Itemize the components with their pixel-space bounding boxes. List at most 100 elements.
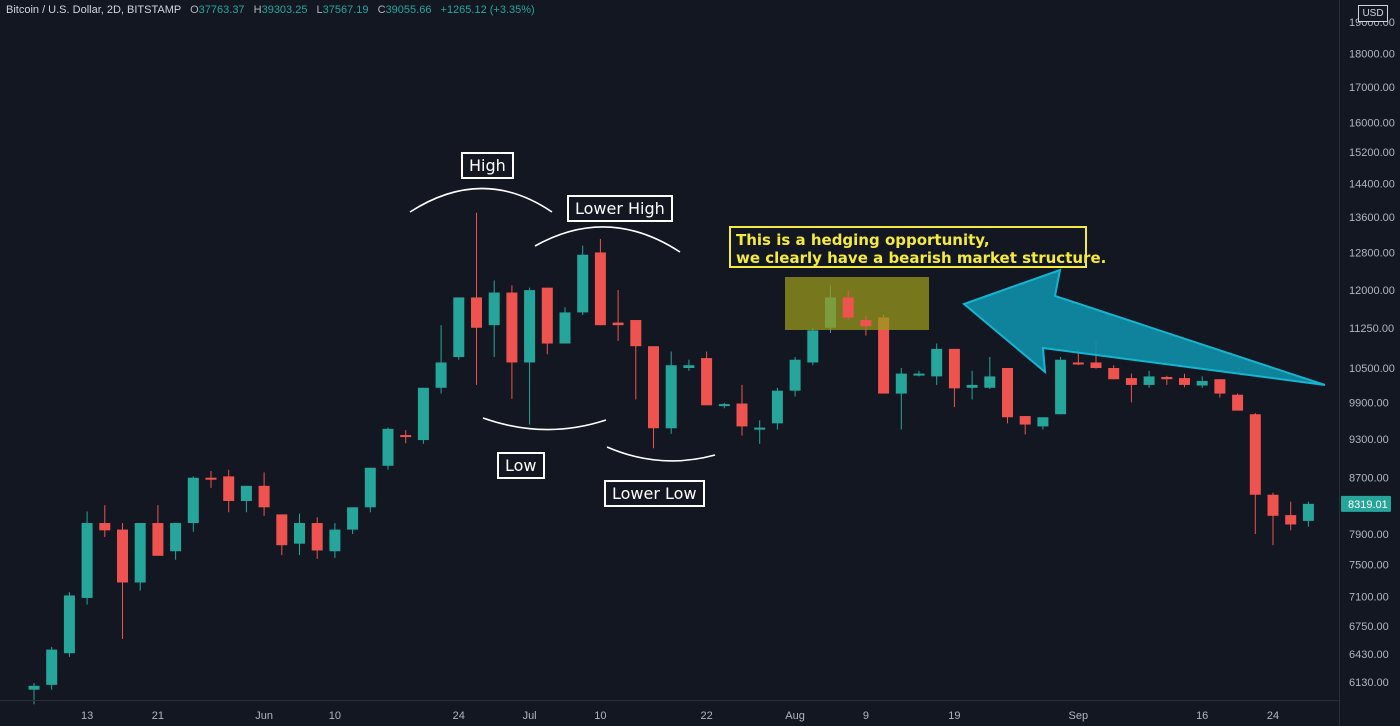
price-tick-label: 7100.00 xyxy=(1349,591,1389,603)
price-tick-label: 10500.00 xyxy=(1349,363,1395,375)
candle-body xyxy=(506,292,518,363)
candle[interactable] xyxy=(984,357,996,389)
candle[interactable] xyxy=(276,514,288,556)
candle-body xyxy=(1232,394,1244,411)
candle[interactable] xyxy=(417,387,429,444)
candle[interactable] xyxy=(913,370,925,377)
candle-body xyxy=(1179,378,1190,385)
candle[interactable] xyxy=(541,287,553,355)
candle[interactable] xyxy=(453,297,465,360)
candle[interactable] xyxy=(1143,370,1155,388)
candle-body xyxy=(1072,362,1084,365)
candle-body xyxy=(948,348,960,389)
candle[interactable] xyxy=(294,513,305,556)
candle[interactable] xyxy=(559,307,571,344)
candle[interactable] xyxy=(223,469,235,513)
candle-body xyxy=(842,297,854,318)
candle[interactable] xyxy=(1285,501,1297,531)
candle-body xyxy=(63,595,75,654)
candle[interactable] xyxy=(594,238,606,326)
candle-body xyxy=(294,523,305,544)
time-tick-label: Jul xyxy=(523,710,537,722)
price-tick-label: 15200.00 xyxy=(1349,147,1395,159)
note-line-1: This is a hedging opportunity, xyxy=(736,231,990,249)
price-tick-label: 7500.00 xyxy=(1349,559,1389,571)
candle[interactable] xyxy=(347,507,359,535)
time-axis[interactable]: 13 21 Jun 10 24 Jul 10 22 Aug 9 19 Sep 16 24 xyxy=(81,710,1279,722)
candle[interactable] xyxy=(311,517,323,559)
candle[interactable] xyxy=(807,327,819,366)
time-tick-label: 24 xyxy=(1267,710,1279,722)
candle[interactable] xyxy=(966,370,978,400)
candle[interactable] xyxy=(364,467,376,513)
candle[interactable] xyxy=(187,476,199,532)
candle[interactable] xyxy=(170,523,182,560)
candle[interactable] xyxy=(1179,373,1190,388)
candle[interactable] xyxy=(524,287,536,425)
candle[interactable] xyxy=(506,285,518,399)
candle[interactable] xyxy=(81,511,93,605)
candle[interactable] xyxy=(471,212,482,385)
candle[interactable] xyxy=(630,320,642,400)
price-tick-label: 9300.00 xyxy=(1349,434,1389,446)
candle[interactable] xyxy=(665,351,677,434)
time-tick-label: 10 xyxy=(329,710,341,722)
candle[interactable] xyxy=(134,523,146,591)
candle[interactable] xyxy=(1037,417,1049,430)
candle[interactable] xyxy=(1002,368,1013,424)
candle[interactable] xyxy=(612,290,624,341)
candle[interactable] xyxy=(1108,365,1120,380)
currency-button[interactable]: USD xyxy=(1358,5,1388,22)
candle[interactable] xyxy=(1232,393,1244,411)
candle[interactable] xyxy=(488,280,500,358)
candle[interactable] xyxy=(701,351,713,406)
candle[interactable] xyxy=(789,357,801,397)
plot-area[interactable] xyxy=(28,212,1314,705)
candle[interactable] xyxy=(400,430,412,444)
candle[interactable] xyxy=(736,384,748,436)
candle[interactable] xyxy=(895,368,907,430)
candle[interactable] xyxy=(1214,379,1226,398)
candle[interactable] xyxy=(1125,373,1137,403)
candle[interactable] xyxy=(648,346,659,449)
symbol-title[interactable]: Bitcoin / U.S. Dollar, 2D, BITSTAMP xyxy=(6,4,182,16)
candle[interactable] xyxy=(329,523,341,559)
candle[interactable] xyxy=(948,348,960,408)
price-axis[interactable]: 19000.0018000.0017000.0016000.0015200.00… xyxy=(1341,17,1395,689)
candles-over-highlight xyxy=(842,290,872,336)
time-tick-label: 13 xyxy=(81,710,93,722)
candle[interactable] xyxy=(63,592,75,657)
candle[interactable] xyxy=(1249,413,1261,535)
candle[interactable] xyxy=(1161,375,1173,385)
candle[interactable] xyxy=(28,682,40,705)
candle[interactable] xyxy=(1055,357,1067,415)
candle[interactable] xyxy=(205,471,217,488)
candle[interactable] xyxy=(382,427,394,470)
candle[interactable] xyxy=(754,420,766,444)
candle-body xyxy=(524,290,536,363)
candle[interactable] xyxy=(1019,416,1031,435)
candle-body xyxy=(878,317,890,394)
candle[interactable] xyxy=(46,646,58,690)
price-tick-label: 16000.00 xyxy=(1349,117,1395,129)
candle[interactable] xyxy=(771,387,783,430)
candle[interactable] xyxy=(99,505,111,537)
candle[interactable] xyxy=(117,523,128,639)
candle-body xyxy=(559,312,571,344)
candle[interactable] xyxy=(1302,501,1314,527)
candle[interactable] xyxy=(718,402,730,409)
candle[interactable] xyxy=(577,245,589,315)
candle[interactable] xyxy=(1196,376,1208,388)
candle[interactable] xyxy=(435,325,447,394)
candle[interactable] xyxy=(240,485,252,513)
candle[interactable] xyxy=(931,343,943,385)
candle-body xyxy=(648,346,659,429)
candle[interactable] xyxy=(258,472,270,516)
last-price-tag xyxy=(1341,495,1391,512)
candle[interactable] xyxy=(152,505,164,556)
candle[interactable] xyxy=(842,290,854,321)
candle[interactable] xyxy=(683,359,695,371)
candle[interactable] xyxy=(1267,492,1279,546)
candle[interactable] xyxy=(860,315,872,336)
